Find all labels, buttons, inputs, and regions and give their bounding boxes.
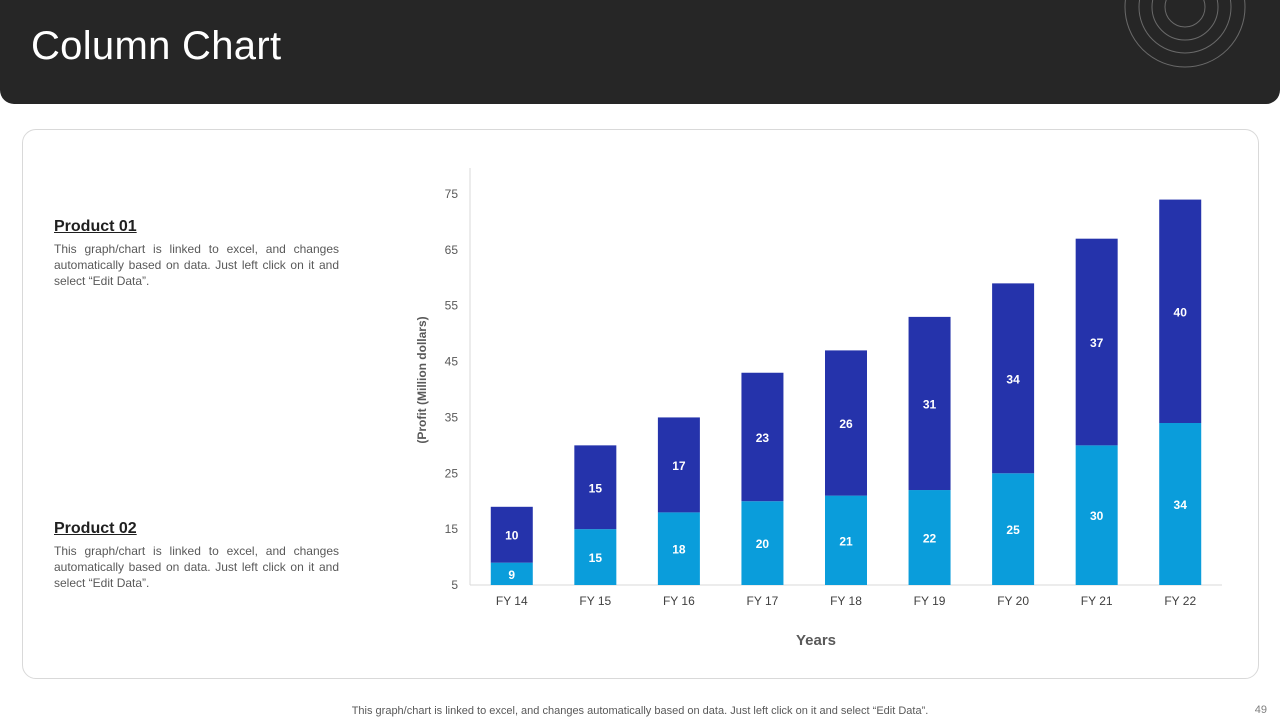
x-tick-label: FY 18 (830, 594, 862, 608)
x-tick-label: FY 14 (496, 594, 528, 608)
y-tick-label: 65 (445, 243, 459, 257)
bar-product-01 (1075, 238, 1118, 446)
product-01-title: Product 01 (54, 218, 137, 235)
y-tick-label: 15 (445, 522, 459, 536)
data-label: 15 (589, 551, 603, 565)
bar-product-02 (992, 473, 1035, 585)
bar-product-01 (992, 283, 1035, 474)
bar-product-02 (657, 512, 700, 585)
bar-product-01 (1159, 199, 1202, 424)
data-label: 10 (505, 529, 519, 543)
data-label: 34 (1174, 498, 1188, 512)
header-bar: Column Chart (0, 0, 1280, 104)
product-02-title: Product 02 (54, 520, 137, 537)
bar-product-01 (490, 506, 533, 563)
bar-product-02 (825, 495, 867, 585)
data-label: 37 (1090, 336, 1104, 350)
bar-product-02 (574, 529, 617, 585)
data-label: 40 (1174, 305, 1188, 319)
page-title: Column Chart (31, 24, 282, 68)
data-label: 26 (839, 417, 853, 431)
data-label: 30 (1090, 509, 1104, 523)
bar-product-01 (741, 372, 784, 502)
product-02-description: This graph/chart is linked to excel, and… (54, 544, 339, 590)
bar-product-01 (574, 445, 617, 530)
x-tick-label: FY 15 (579, 594, 611, 608)
product-02-block: Product 02 This graph/chart is linked to… (54, 520, 339, 591)
bar-product-01 (657, 417, 700, 513)
bar-product-02 (741, 501, 784, 585)
x-tick-label: FY 16 (663, 594, 695, 608)
x-tick-label: FY 21 (1081, 594, 1113, 608)
y-tick-label: 55 (445, 299, 459, 313)
x-tick-label: FY 17 (747, 594, 779, 608)
page-number: 49 (1254, 704, 1267, 716)
data-label: 21 (839, 534, 853, 548)
y-tick-label: 45 (445, 355, 459, 369)
product-01-block: Product 01 This graph/chart is linked to… (54, 218, 339, 289)
x-tick-label: FY 19 (914, 594, 946, 608)
y-tick-label: 75 (445, 187, 459, 201)
data-label: 17 (672, 459, 686, 473)
y-tick-label: 5 (451, 578, 458, 592)
data-label: 31 (923, 397, 937, 411)
bar-product-01 (908, 316, 951, 491)
product-01-description: This graph/chart is linked to excel, and… (54, 242, 339, 288)
content-card (22, 129, 1259, 679)
bar-product-02 (490, 562, 533, 585)
data-label: 25 (1006, 523, 1020, 537)
data-label: 15 (589, 481, 603, 495)
data-label: 18 (672, 543, 686, 557)
footer-note: This graph/chart is linked to excel, and… (351, 705, 929, 717)
data-label: 9 (508, 568, 515, 582)
data-label: 20 (756, 537, 770, 551)
y-tick-label: 35 (445, 410, 459, 424)
data-label: 22 (923, 532, 937, 546)
x-tick-label: FY 22 (1164, 594, 1196, 608)
bar-product-02 (1075, 445, 1118, 585)
data-label: 23 (756, 431, 770, 445)
bar-product-01 (825, 350, 867, 496)
y-tick-label: 25 (445, 466, 459, 480)
data-label: 34 (1006, 372, 1020, 386)
decorative-rings-icon (1124, 0, 1246, 68)
y-axis-title: (Profit (Million dollars) (415, 316, 429, 443)
x-tick-label: FY 20 (997, 594, 1029, 608)
bar-product-02 (1159, 423, 1202, 585)
x-axis-title: Years (796, 632, 836, 649)
bar-product-02 (908, 490, 951, 585)
